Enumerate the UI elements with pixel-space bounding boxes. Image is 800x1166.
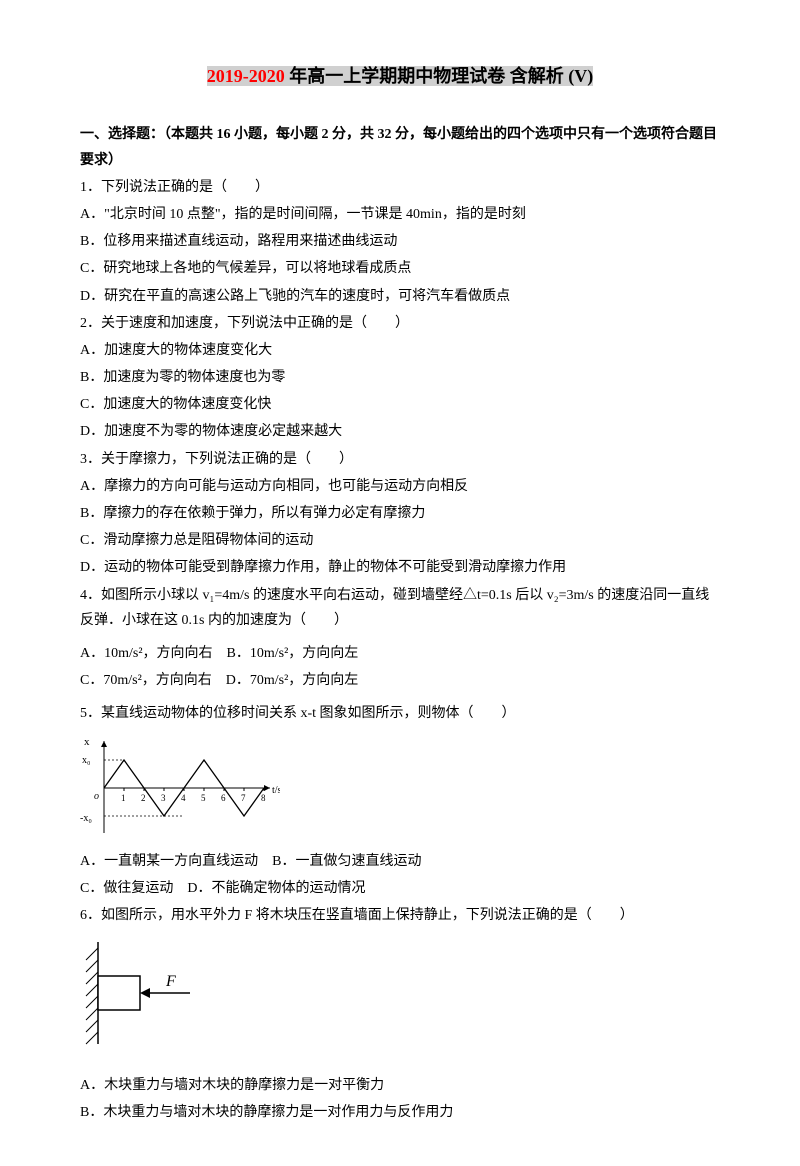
svg-text:3: 3 [161, 793, 166, 803]
x-axis-label: t/s [272, 785, 280, 796]
q1-opt-d: D．研究在平直的高速公路上飞驰的汽车的速度时，可将汽车看做质点 [80, 284, 720, 309]
q4-opt-a: A．10m/s²，方向向右 [80, 646, 213, 661]
q2-stem: 2．关于速度和加速度，下列说法中正确的是（ ） [80, 311, 720, 336]
title-year: 2019-2020 [207, 66, 285, 86]
q4-row1: A．10m/s²，方向向右 B．10m/s²，方向向左 [80, 641, 720, 666]
q6-diagram: F [80, 938, 720, 1057]
origin-label: o [94, 791, 99, 802]
svg-text:7: 7 [241, 793, 246, 803]
q3-opt-c: C．滑动摩擦力总是阻碍物体间的运动 [80, 528, 720, 553]
q3-stem: 3．关于摩擦力，下列说法正确的是（ ） [80, 447, 720, 472]
svg-text:8: 8 [261, 793, 266, 803]
q5-row2: C．做往复运动 D．不能确定物体的运动情况 [80, 876, 720, 901]
q2-opt-c: C．加速度大的物体速度变化快 [80, 392, 720, 417]
q2-opt-d: D．加速度不为零的物体速度必定越来越大 [80, 419, 720, 444]
q3-opt-d: D．运动的物体可能受到静摩擦力作用，静止的物体不可能受到滑动摩擦力作用 [80, 555, 720, 580]
q1-opt-c: C．研究地球上各地的气候差异，可以将地球看成质点 [80, 256, 720, 281]
x-ticks: 1 2 3 4 5 6 7 8 [121, 788, 266, 803]
svg-text:6: 6 [221, 793, 226, 803]
q2-opt-b: B．加速度为零的物体速度也为零 [80, 365, 720, 390]
section-1-heading: 一、选择题：（本题共 16 小题，每小题 2 分，共 32 分，每小题给出的四个… [80, 122, 720, 172]
svg-text:2: 2 [141, 793, 146, 803]
q5-opt-d: D．不能确定物体的运动情况 [187, 881, 365, 896]
q5-xt-graph: x x₀ -x₀ o 1 2 3 4 5 6 7 8 t/s [80, 733, 720, 843]
q6-stem: 6．如图所示，用水平外力 F 将木块压在竖直墙面上保持静止，下列说法正确的是（ … [80, 903, 720, 928]
q4-stem: 4．如图所示小球以 v₁=4m/s 的速度水平向右运动，碰到墙壁经△t=0.1s… [80, 583, 720, 633]
q1-opt-a: A．"北京时间 10 点整"，指的是时间间隔，一节课是 40min，指的是时刻 [80, 202, 720, 227]
y-minus-label: -x₀ [80, 813, 92, 824]
q6-opt-b: B．木块重力与墙对木块的静摩擦力是一对作用力与反作用力 [80, 1100, 720, 1125]
svg-text:4: 4 [181, 793, 186, 803]
q3-opt-a: A．摩擦力的方向可能与运动方向相同，也可能与运动方向相反 [80, 474, 720, 499]
svg-text:5: 5 [201, 793, 206, 803]
q1-opt-b: B．位移用来描述直线运动，路程用来描述曲线运动 [80, 229, 720, 254]
q4-opt-b: B．10m/s²，方向向左 [227, 646, 359, 661]
q5-opt-a: A．一直朝某一方向直线运动 [80, 854, 258, 869]
exam-title: 2019-2020 年高一上学期期中物理试卷 含解析 (V) [80, 60, 720, 92]
q4-opt-d: D．70m/s²，方向向左 [226, 673, 359, 688]
svg-text:1: 1 [121, 793, 126, 803]
force-label: F [165, 973, 176, 990]
y-plus-label: x₀ [82, 755, 91, 766]
q1-stem: 1．下列说法正确的是（ ） [80, 175, 720, 200]
q5-opt-b: B．一直做匀速直线运动 [272, 854, 421, 869]
title-rest: 年高一上学期期中物理试卷 含解析 (V) [285, 66, 594, 86]
y-axis-label: x [84, 736, 90, 748]
q3-opt-b: B．摩擦力的存在依赖于弹力，所以有弹力必定有摩擦力 [80, 501, 720, 526]
q5-row1: A．一直朝某一方向直线运动 B．一直做匀速直线运动 [80, 849, 720, 874]
q2-opt-a: A．加速度大的物体速度变化大 [80, 338, 720, 363]
q4-row2: C．70m/s²，方向向右 D．70m/s²，方向向左 [80, 668, 720, 693]
q5-opt-c: C．做往复运动 [80, 881, 173, 896]
q6-opt-a: A．木块重力与墙对木块的静摩擦力是一对平衡力 [80, 1073, 720, 1098]
q4-opt-c: C．70m/s²，方向向右 [80, 673, 212, 688]
q5-stem: 5．某直线运动物体的位移时间关系 x-t 图象如图所示，则物体（ ） [80, 701, 720, 726]
